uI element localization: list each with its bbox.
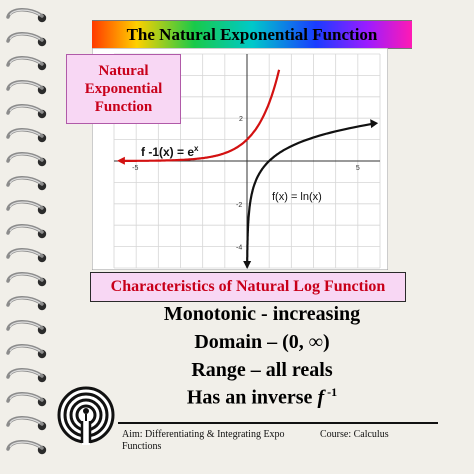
inverse-prefix: Has an inverse xyxy=(186,386,318,409)
spiral-ring xyxy=(6,416,47,431)
characteristic-domain: Domain – (0, ∞) xyxy=(194,331,330,353)
ln-curve xyxy=(246,123,372,268)
tick-label-y-neg4: -4 xyxy=(236,245,242,252)
characteristic-inverse: Has an inverse f -1 xyxy=(62,385,462,410)
footer-course: Course: Calculus xyxy=(320,429,389,440)
characteristic-range: Range – all reals xyxy=(191,359,333,381)
footer-aim: Aim: Differentiating & Integrating Expo … xyxy=(122,429,285,452)
spiral-ring xyxy=(6,200,47,215)
spiral-ring xyxy=(6,440,47,455)
inverse-sup: -1 xyxy=(324,385,338,399)
inverse-f: f xyxy=(317,386,325,409)
spiral-ring xyxy=(6,392,47,407)
spiral-ring xyxy=(6,176,47,191)
spiral-ring xyxy=(6,56,47,71)
spiral-ring xyxy=(6,32,47,47)
footer-divider xyxy=(118,422,438,424)
callout-natural-exponential: Natural Exponential Function xyxy=(66,54,181,124)
spiral-ring xyxy=(6,128,47,143)
spiral-ring xyxy=(6,344,47,359)
spiral-binding xyxy=(6,8,47,455)
spiral-ring xyxy=(6,320,47,335)
spiral-ring xyxy=(6,80,47,95)
spiral-ring xyxy=(6,296,47,311)
function-graph: -5 5 2 -2 -4 f -1(x) = ex f(x) = ln(x) xyxy=(92,48,388,270)
slide-title: The Natural Exponential Function xyxy=(126,24,378,44)
characteristics-heading: Characteristics of Natural Log Function xyxy=(90,272,406,302)
spiral-ring xyxy=(6,8,47,23)
ln-arrow-right-icon xyxy=(370,119,379,129)
spiral-ring xyxy=(6,248,47,263)
tick-label-x-pos5: 5 xyxy=(356,165,360,172)
characteristic-monotonic: Monotonic - increasing xyxy=(163,303,361,325)
callout-line: Natural xyxy=(98,63,149,79)
tick-label-y-2: 2 xyxy=(239,116,243,123)
title-bar: The Natural Exponential Function xyxy=(92,20,412,49)
spiral-ring xyxy=(6,152,47,167)
exp-function-label: f -1(x) = ex xyxy=(141,144,199,159)
spiral-ring xyxy=(6,272,47,287)
tick-label-y-neg2: -2 xyxy=(236,202,242,209)
tick-label-x-neg5: -5 xyxy=(132,165,138,172)
ln-function-label: f(x) = ln(x) xyxy=(272,191,322,203)
callout-line: Exponential xyxy=(84,81,163,97)
maze-logo-icon xyxy=(57,386,115,445)
spiral-ring xyxy=(6,104,47,119)
callout-line: Function xyxy=(94,99,153,115)
exp-arrow-left-icon xyxy=(116,156,125,165)
spiral-ring xyxy=(6,368,47,383)
exp-curve xyxy=(122,69,281,162)
ln-arrow-down-icon xyxy=(243,261,252,269)
spiral-ring xyxy=(6,224,47,239)
